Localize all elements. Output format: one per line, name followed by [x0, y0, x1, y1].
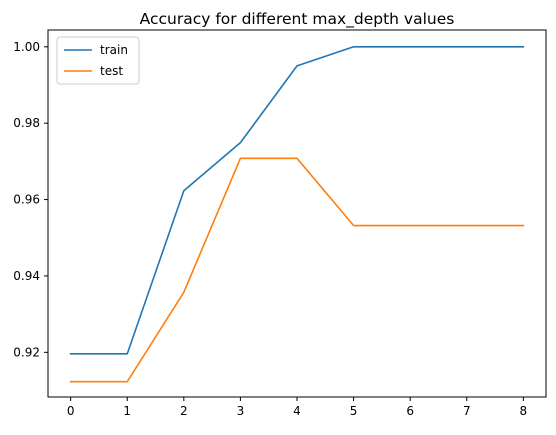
- y-tick-label: 0.92: [13, 345, 40, 359]
- x-tick-label: 6: [406, 404, 414, 418]
- plot-area-frame: [47, 29, 547, 398]
- x-tick-label: 4: [293, 404, 301, 418]
- legend-frame: [56, 36, 140, 85]
- y-axis: 0.92 0.94 0.96 0.98 1.00: [13, 40, 48, 359]
- x-tick-label: 3: [237, 404, 245, 418]
- x-tick-label: 8: [520, 404, 528, 418]
- series-line-test: [69, 157, 525, 383]
- legend: train test: [56, 36, 140, 85]
- x-tick-label: 7: [463, 404, 471, 418]
- legend-label-train: train: [100, 43, 128, 57]
- x-axis: 0 1 2 3 4 5 6 7 8: [67, 397, 527, 418]
- y-tick-label: 0.96: [13, 193, 40, 207]
- x-tick-label: 5: [350, 404, 358, 418]
- series-line-train: [69, 45, 525, 355]
- x-tick-label: 1: [123, 404, 131, 418]
- x-tick-label: 0: [67, 404, 75, 418]
- x-tick-label: 2: [180, 404, 188, 418]
- chart-title: Accuracy for different max_depth values: [140, 10, 455, 29]
- series-lines: [69, 45, 525, 383]
- y-tick-label: 0.98: [13, 116, 40, 130]
- legend-label-test: test: [100, 64, 123, 78]
- y-tick-label: 0.94: [13, 269, 40, 283]
- y-tick-label: 1.00: [13, 40, 40, 54]
